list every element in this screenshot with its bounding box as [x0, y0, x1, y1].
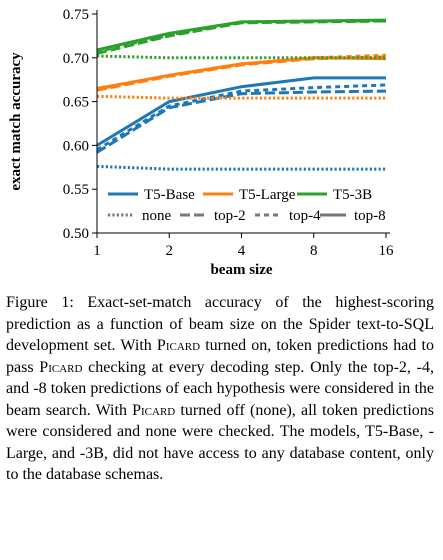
legend-label-base: T5-Base: [144, 187, 195, 203]
caption-text-1: Exact-set-match accuracy of the highest-…: [6, 294, 434, 354]
x-tick-label: 16: [379, 243, 395, 259]
x-tick-label: 8: [310, 243, 318, 259]
series-line-3b-top4: [96, 19, 386, 54]
series-line-large-top8: [96, 56, 387, 90]
caption-text-2: turned on, token predictions had to pass: [6, 337, 434, 376]
series-lines: [96, 18, 387, 171]
y-tick-label: 0.60: [63, 138, 89, 154]
y-tick-label: 0.65: [63, 95, 89, 111]
caption-picard-1: Picard: [156, 337, 201, 354]
y-axis-label: exact match accuracy: [8, 52, 24, 191]
legend-label-top2: top-2: [214, 208, 246, 224]
y-tick-label: 0.75: [63, 7, 89, 23]
legend-label-3b: T5-3B: [333, 187, 372, 203]
axes: 0.50 0.55 0.60 0.65 0.70 0.75 1 2 4 8 16 beam size e…: [8, 7, 394, 278]
legend-label-large: T5-Large: [239, 187, 296, 203]
series-line-base-top8: [96, 76, 386, 147]
caption-picard-3: Picard: [132, 401, 176, 419]
series-line-3b-top2: [96, 19, 387, 55]
legend-label-top4: top-4: [289, 208, 321, 224]
caption-picard-2: Picard: [39, 358, 83, 376]
figure-chart: 0.50 0.55 0.60 0.65 0.70 0.75 1 2 4 8 16 beam size e…: [8, 7, 394, 278]
series-line-3b-top8: [96, 18, 387, 52]
chart-svg: 0.50 0.55 0.60 0.65 0.70 0.75 1 2 4 8 16 beam size e…: [8, 7, 394, 278]
series-line-base-top2: [96, 89, 387, 154]
series-line-large-top4: [96, 53, 387, 91]
caption-label: Figure 1:: [6, 294, 74, 311]
series-line-base-top4: [96, 83, 387, 152]
figure-caption: Figure 1: Exact-set-match accuracy of th…: [6, 292, 434, 486]
legend-label-none: none: [142, 208, 172, 224]
x-tick-label: 2: [166, 243, 174, 259]
legend: T5-Base T5-Large T5-3B none top-2 top-4 top-8: [108, 187, 386, 224]
x-tick-label: 4: [238, 243, 246, 259]
x-axis-label: beam size: [210, 262, 272, 278]
series-line-large-none: [96, 94, 386, 100]
caption-text-4: turned off (none), all token predictions…: [6, 401, 434, 484]
series-line-base-none: [96, 164, 386, 171]
x-tick-label: 1: [93, 243, 101, 259]
legend-label-top8: top-8: [354, 208, 386, 224]
y-tick-label: 0.70: [63, 51, 89, 67]
y-tick-label: 0.55: [63, 182, 89, 198]
y-tick-label: 0.50: [63, 226, 89, 242]
caption-text-3: checking at every decoding step. Only th…: [6, 358, 434, 419]
